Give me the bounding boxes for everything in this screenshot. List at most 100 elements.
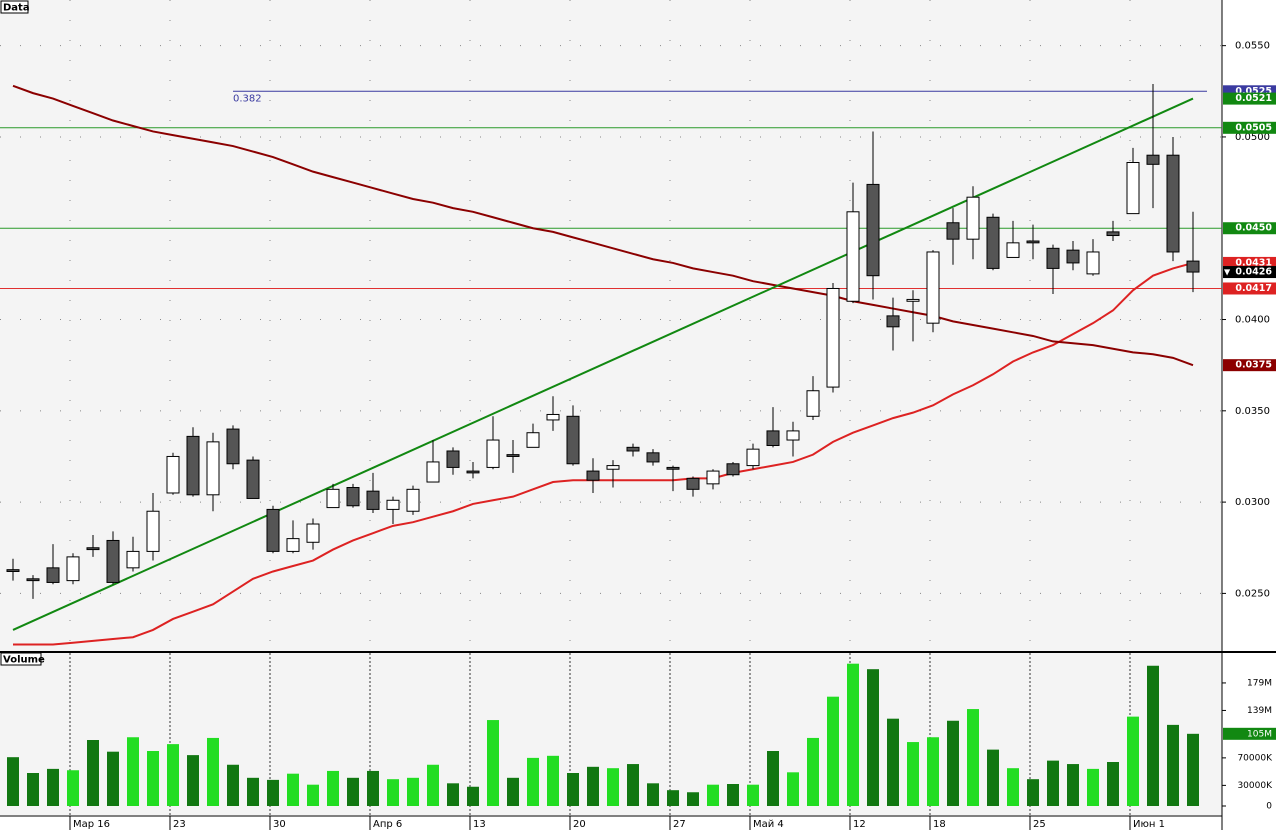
candle-body — [426, 461, 440, 483]
candle-body — [866, 183, 880, 277]
candle-body — [1066, 249, 1080, 264]
volume-tick-label: 30000K — [1237, 781, 1273, 791]
y-tick-label: 0.0350 — [1235, 406, 1270, 417]
candle-body — [1166, 154, 1180, 253]
candle-body — [846, 211, 860, 302]
panel-label-box — [0, 652, 42, 666]
volume-bar — [1007, 768, 1019, 806]
volume-bar — [427, 764, 439, 806]
candle-body — [806, 390, 820, 417]
volume-bar — [187, 755, 199, 806]
volume-bar — [307, 784, 319, 806]
volume-bar — [1087, 768, 1099, 806]
candle-body — [286, 538, 300, 552]
candle-body — [86, 547, 100, 551]
volume-bar — [107, 751, 119, 806]
volume-bar — [127, 737, 139, 806]
candle-body — [766, 430, 780, 447]
volume-bar — [707, 784, 719, 806]
candle-body — [506, 454, 520, 457]
candle-body — [406, 488, 420, 512]
volume-bar — [27, 773, 39, 806]
candle-body — [666, 466, 680, 470]
y-tick-label: 0.0550 — [1235, 41, 1270, 52]
candle-body — [586, 470, 600, 481]
candle-body — [326, 488, 340, 509]
candle-body — [1126, 162, 1140, 215]
y-tick-label: 0.0500 — [1235, 132, 1270, 143]
candle-body — [706, 470, 720, 485]
volume-bar — [327, 770, 339, 806]
candle-body — [466, 470, 480, 474]
candle-body — [746, 448, 760, 467]
volume-bar — [687, 792, 699, 806]
volume-bar — [507, 777, 519, 806]
volume-bar — [487, 720, 499, 806]
axis-badge-label: 0.0450 — [1235, 223, 1272, 234]
candle-body — [386, 499, 400, 510]
axis-badge-label: 0.0431 — [1235, 257, 1272, 268]
axis-badge-label: 105M — [1247, 729, 1272, 739]
x-tick-label: Июн 1 — [1133, 819, 1165, 830]
panel-label-box — [0, 0, 29, 14]
candle-body — [206, 441, 220, 496]
x-tick-label: 23 — [173, 819, 186, 830]
volume-bar — [247, 777, 259, 806]
candle-body — [126, 550, 140, 569]
candle-body — [526, 432, 540, 448]
volume-bar — [1127, 716, 1139, 806]
volume-bar — [1047, 760, 1059, 806]
volume-bar — [347, 777, 359, 806]
volume-bar — [67, 770, 79, 806]
axis-badge — [1223, 266, 1276, 279]
volume-bar — [447, 783, 459, 806]
volume-tick-label: 0 — [1266, 802, 1272, 812]
candle-body — [46, 567, 60, 583]
axis-badge — [1223, 727, 1276, 740]
volume-bar — [467, 786, 479, 806]
candle-body — [986, 216, 1000, 269]
price-panel — [0, 0, 1222, 651]
volume-bar — [227, 764, 239, 806]
y-tick-label: 0.0250 — [1235, 588, 1270, 599]
candle-body — [246, 459, 260, 499]
volume-bar — [727, 784, 739, 806]
volume-tick-label: 139M — [1247, 706, 1272, 716]
panel-label: Volume — [3, 655, 45, 666]
candle-body — [106, 539, 120, 583]
volume-bar — [527, 757, 539, 806]
volume-bar — [1107, 762, 1119, 806]
candle-body — [486, 439, 500, 468]
volume-bar — [1147, 665, 1159, 806]
candle-body — [566, 415, 580, 465]
candle-body — [146, 510, 160, 552]
volume-bar — [567, 773, 579, 806]
panel-label: Data — [3, 3, 30, 14]
volume-bar — [907, 742, 919, 806]
axis-badge — [1223, 282, 1276, 295]
axis-badge-label: 0.0505 — [1235, 122, 1272, 133]
candle-body — [606, 465, 620, 470]
candle-body — [1186, 260, 1200, 273]
volume-bar — [807, 737, 819, 806]
candle-body — [646, 452, 660, 463]
volume-bar — [7, 757, 19, 806]
volume-bar — [747, 784, 759, 806]
volume-bar — [767, 751, 779, 806]
volume-bar — [387, 779, 399, 806]
candle-body — [226, 428, 240, 465]
x-tick-label: Мар 16 — [73, 819, 110, 830]
candle-body — [1006, 242, 1020, 258]
volume-bar — [1067, 764, 1079, 806]
volume-bar — [887, 718, 899, 806]
volume-bar — [407, 777, 419, 806]
candle-body — [446, 450, 460, 468]
volume-bar — [867, 669, 879, 806]
fib-label: 0.382 — [233, 93, 262, 104]
volume-bar — [367, 770, 379, 806]
candle-body — [1046, 247, 1060, 269]
candle-body — [966, 196, 980, 240]
volume-bar — [1187, 733, 1199, 806]
volume-bar — [607, 768, 619, 806]
candle-body — [6, 569, 20, 572]
